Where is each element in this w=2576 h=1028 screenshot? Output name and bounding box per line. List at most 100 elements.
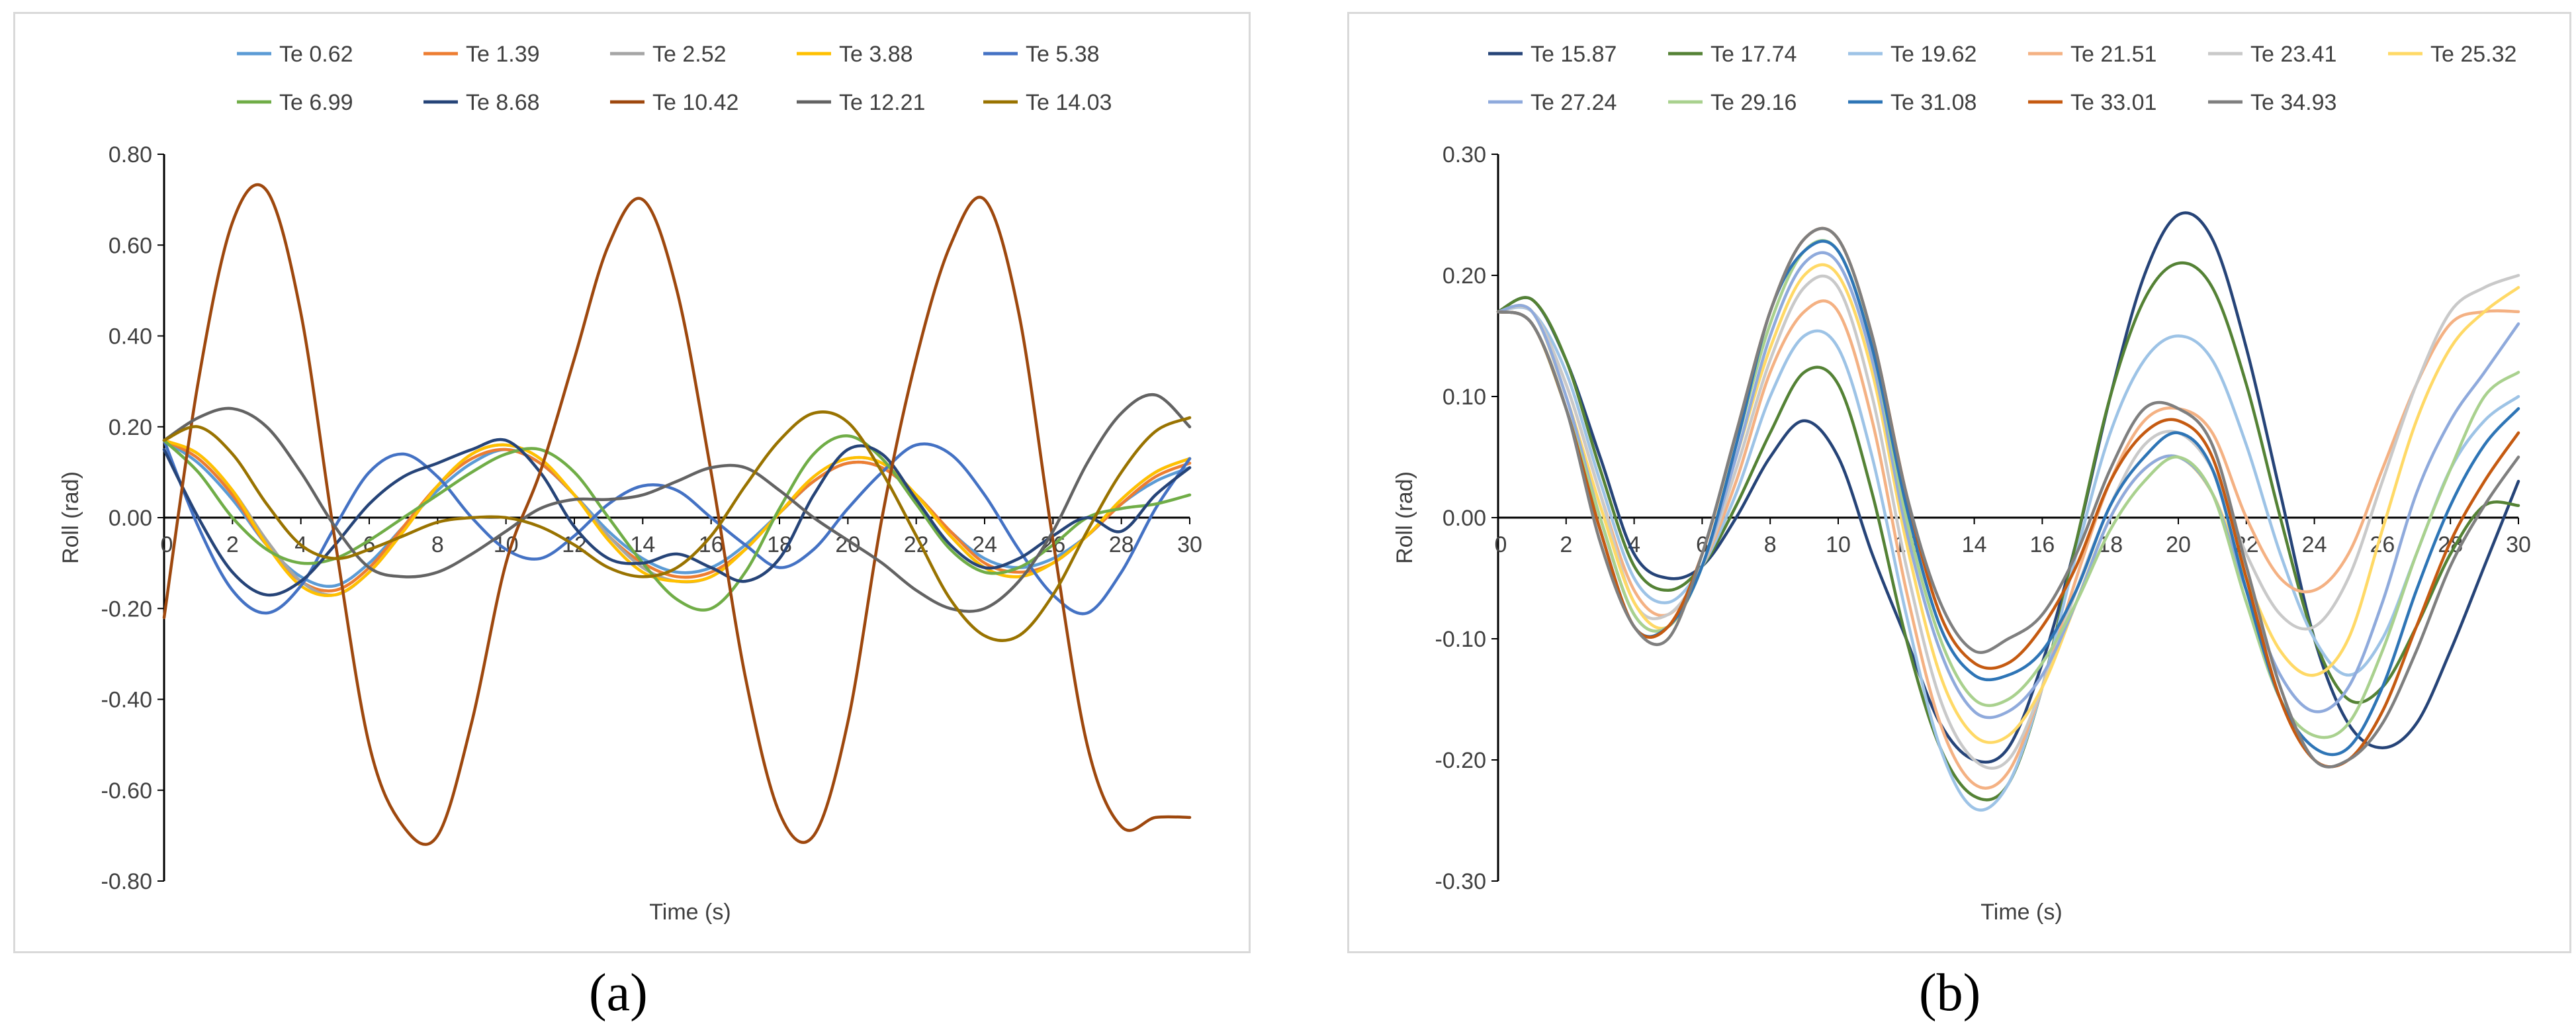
series-line <box>162 439 1192 592</box>
legend-entry: Te 12.21 <box>797 90 925 115</box>
series-line <box>1496 211 2520 764</box>
x-tick-label: 14 <box>1962 532 1987 557</box>
legend-label: Te 31.08 <box>1890 90 1976 115</box>
y-tick-label: 0.00 <box>109 506 152 531</box>
chart-a-svg: Te 0.62 Te 1.39 Te 2.52 Te 3.88 Te 5.38 Te 6.… <box>58 42 1202 925</box>
x-axis-title: Time (s) <box>1980 900 2062 925</box>
legend-entry: Te 17.74 <box>1668 42 1797 67</box>
legend-label: Te 33.01 <box>2070 90 2156 115</box>
series-line <box>162 439 1192 616</box>
chart-b-svg: Te 15.87 Te 17.74 Te 19.62 Te 21.51 Te 23.41… <box>1392 42 2531 925</box>
legend-label: Te 19.62 <box>1890 42 1976 67</box>
legend-entry: Te 33.01 <box>2028 90 2156 115</box>
legend-entry: Te 23.41 <box>2208 42 2336 67</box>
series-line <box>1496 240 2520 757</box>
y-tick-label: -0.60 <box>101 778 153 804</box>
chart-panel-b: Te 15.87 Te 17.74 Te 19.62 Te 21.51 Te 23.41… <box>1347 12 2571 953</box>
y-tick-label: 0.10 <box>1443 385 1486 410</box>
x-tick-label: 0 <box>161 532 173 557</box>
legend-entry: Te 8.68 <box>423 90 540 115</box>
legend-entry: Te 1.39 <box>423 42 540 67</box>
series-line <box>1496 273 2520 770</box>
series-line <box>162 410 1192 642</box>
x-tick-label: 24 <box>2302 532 2327 557</box>
legend-entry: Te 3.88 <box>797 42 913 67</box>
x-tick-label: 28 <box>1109 532 1134 557</box>
y-tick-label: 0.40 <box>109 324 152 350</box>
series-line <box>1496 305 2520 812</box>
y-tick-label: -0.80 <box>101 869 153 894</box>
x-tick-label: 30 <box>2506 532 2531 557</box>
legend-entry: Te 34.93 <box>2208 90 2336 115</box>
legend-entry: Te 5.38 <box>983 42 1100 67</box>
legend-entry: Te 27.24 <box>1488 90 1617 115</box>
x-tick-label: 2 <box>226 532 239 557</box>
legend-label: Te 27.24 <box>1531 90 1617 115</box>
y-tick-label: 0.80 <box>109 142 152 167</box>
legend-label: Te 3.88 <box>839 42 913 67</box>
y-tick-label: -0.20 <box>1435 748 1487 773</box>
legend-label: Te 6.99 <box>279 90 353 115</box>
legend-entry: Te 29.16 <box>1668 90 1797 115</box>
caption-a: (a) <box>589 964 648 1022</box>
x-tick-label: 20 <box>2166 532 2191 557</box>
legend-label: Te 23.41 <box>2250 42 2336 67</box>
legend-entry: Te 10.42 <box>610 90 738 115</box>
legend-label: Te 2.52 <box>652 42 727 67</box>
series-line <box>1496 226 2520 769</box>
series-line <box>162 438 1192 597</box>
legend-label: Te 0.62 <box>279 42 353 67</box>
legend-label: Te 10.42 <box>652 90 738 115</box>
legend-entry: Te 2.52 <box>610 42 727 67</box>
legend-label: Te 15.87 <box>1531 42 1617 67</box>
series-line <box>162 393 1192 613</box>
legend-entry: Te 15.87 <box>1488 42 1617 67</box>
y-tick-label: -0.20 <box>101 596 153 622</box>
legend-label: Te 29.16 <box>1710 90 1797 115</box>
series-line <box>1496 251 2520 720</box>
x-tick-label: 8 <box>1764 532 1777 557</box>
y-tick-label: -0.30 <box>1435 869 1487 894</box>
y-tick-label: 0.60 <box>109 233 152 258</box>
y-tick-label: -0.40 <box>101 688 153 713</box>
series-line <box>1496 226 2520 769</box>
legend-label: Te 5.38 <box>1026 42 1100 67</box>
x-tick-label: 10 <box>1826 532 1851 557</box>
legend-entry: Te 31.08 <box>1848 90 1976 115</box>
legend-entry: Te 25.32 <box>2388 42 2516 67</box>
y-tick-label: 0.30 <box>1443 142 1486 167</box>
legend-entry: Te 0.62 <box>237 42 353 67</box>
legend-entry: Te 19.62 <box>1848 42 1976 67</box>
series-line <box>1496 299 2520 790</box>
y-tick-label: 0.20 <box>109 415 152 440</box>
legend-label: Te 14.03 <box>1026 90 1112 115</box>
caption-b: (b) <box>1919 964 1981 1022</box>
series-line <box>1496 263 2520 744</box>
x-tick-label: 0 <box>1495 532 1507 557</box>
y-axis-title: Roll (rad) <box>58 471 83 564</box>
legend-entry: Te 14.03 <box>983 90 1112 115</box>
legend-label: Te 12.21 <box>839 90 925 115</box>
legend-label: Te 25.32 <box>2430 42 2516 67</box>
chart-panel-a: Te 0.62 Te 1.39 Te 2.52 Te 3.88 Te 5.38 Te 6.… <box>13 12 1251 953</box>
y-tick-label: -0.10 <box>1435 627 1487 652</box>
x-axis-title: Time (s) <box>649 900 731 925</box>
x-tick-label: 8 <box>431 532 444 557</box>
legend-entry: Te 6.99 <box>237 90 353 115</box>
legend-label: Te 1.39 <box>466 42 540 67</box>
legend-label: Te 34.93 <box>2250 90 2336 115</box>
legend-label: Te 21.51 <box>2070 42 2156 67</box>
legend-label: Te 17.74 <box>1710 42 1797 67</box>
y-axis-title: Roll (rad) <box>1392 471 1417 564</box>
x-tick-label: 2 <box>1560 532 1572 557</box>
legend-entry: Te 21.51 <box>2028 42 2156 67</box>
legend-label: Te 8.68 <box>466 90 540 115</box>
y-tick-label: 0.20 <box>1443 263 1486 289</box>
series-line <box>162 439 1192 597</box>
x-tick-label: 26 <box>2370 532 2395 557</box>
x-tick-label: 30 <box>1177 532 1202 557</box>
series-line <box>162 183 1192 846</box>
x-tick-label: 6 <box>1696 532 1709 557</box>
x-tick-label: 16 <box>2029 532 2055 557</box>
y-tick-label: 0.00 <box>1443 506 1486 531</box>
